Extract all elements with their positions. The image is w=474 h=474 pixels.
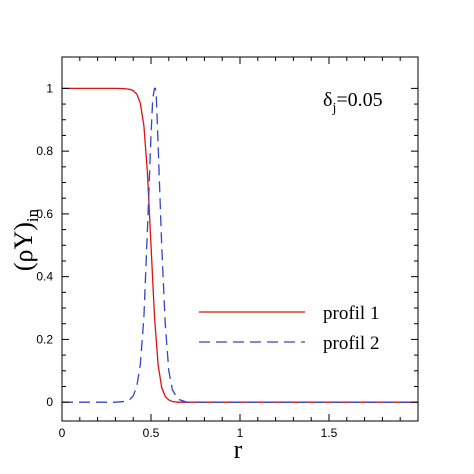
annotation-base: δ — [323, 89, 332, 111]
plot-frame — [61, 56, 419, 422]
series-layer — [62, 87, 418, 403]
y-tick-label: 0.8 — [36, 144, 53, 158]
annotation-rest: =0.05 — [336, 89, 382, 111]
svg-text:(ρY)in: (ρY)in — [9, 208, 42, 271]
x-tick-label: 0 — [59, 426, 66, 440]
y-axis-label-sub: in — [23, 208, 42, 222]
legend-label-profil-1: profil 1 — [323, 303, 379, 324]
plot-area: 0 0.5 1 1.5 0 0.2 0.4 0.6 0.8 1 — [36, 56, 419, 440]
x-tick-label: 1 — [237, 426, 244, 440]
series-line-1 — [62, 87, 418, 403]
delta-annotation: δj=0.05 — [323, 89, 383, 116]
y-tick-label: 0.4 — [36, 270, 53, 284]
y-tick-label: 0 — [46, 395, 53, 409]
y-tick-label: 0.2 — [36, 332, 53, 346]
y-tick-label: 0.6 — [36, 207, 53, 221]
x-tick-label: 1.5 — [321, 426, 338, 440]
y-axis-label: (ρY)in — [9, 208, 42, 271]
ticks-layer: 0 0.5 1 1.5 0 0.2 0.4 0.6 0.8 1 — [36, 57, 419, 440]
annotation-sub: j — [331, 101, 336, 116]
x-axis-label: r — [234, 435, 243, 464]
y-tick-label: 1 — [46, 81, 53, 95]
series-line-2 — [62, 87, 418, 403]
legend-label-profil-2: profil 2 — [323, 333, 379, 354]
x-tick-label: 0.5 — [143, 426, 160, 440]
legend: profil 1 profil 2 — [199, 303, 379, 354]
y-axis-label-main: (ρY) — [9, 222, 38, 271]
